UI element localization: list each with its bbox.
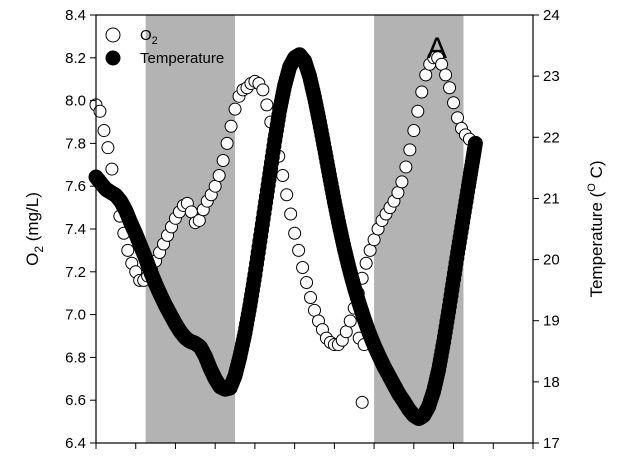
o2-point (419, 68, 433, 82)
left-axis-tick-label: 6.6 (65, 392, 86, 409)
o2-point (359, 256, 373, 270)
legend-temperature-label: Temperature (140, 50, 224, 67)
left-axis-title: O2 (mg/L) (23, 192, 46, 266)
right-axis-tick-label: 18 (543, 374, 560, 391)
legend: O2 Temperature (105, 27, 224, 67)
right-axis-tick-label: 20 (543, 252, 560, 269)
o2-point (260, 98, 274, 112)
left-axis-title-unit: (mg/L) (23, 192, 42, 246)
left-axis-tick-label: 7.4 (65, 221, 86, 238)
left-axis-tick-label: 8.0 (65, 93, 86, 110)
o2-point (296, 261, 310, 275)
o2-point (93, 104, 107, 118)
o2-point (284, 207, 298, 221)
o2-point (121, 243, 135, 257)
o2-point (395, 175, 409, 189)
panel-label: A (427, 32, 447, 65)
o2-point (439, 68, 453, 82)
o2-point (367, 233, 381, 247)
right-axis-tick-label: 17 (543, 435, 560, 452)
o2-point (399, 160, 413, 174)
right-axis-title-sup: O (586, 183, 598, 192)
temperature-point (467, 135, 483, 151)
o2-point (216, 154, 230, 168)
left-axis-tick-label: 7.6 (65, 178, 86, 195)
x-axis-ticks (95, 443, 534, 449)
o2-point (363, 243, 377, 257)
o2-point (343, 314, 357, 328)
o2-point (224, 119, 238, 133)
o2-point (403, 143, 417, 157)
left-axis-tick-label: 8.2 (65, 50, 86, 67)
o2-point (97, 124, 111, 138)
o2-point (192, 213, 206, 227)
legend-o2-marker (105, 27, 121, 43)
o2-point (411, 104, 425, 118)
o2-point (228, 102, 242, 116)
o2-point (208, 179, 222, 193)
o2-point (304, 290, 318, 304)
left-axis-tick-label: 6.8 (65, 349, 86, 366)
left-axis-tick-label: 7.8 (65, 135, 86, 152)
legend-o2-label-main: O (140, 27, 152, 44)
o2-point (355, 395, 369, 409)
right-axis-title-main: Temperature ( (587, 191, 606, 297)
o2-point (415, 85, 429, 99)
o2-point (101, 141, 115, 155)
left-axis-title-sub: 2 (32, 246, 46, 253)
o2-point (447, 96, 461, 110)
left-axis-tick-label: 6.4 (65, 435, 86, 452)
o2-point (220, 136, 234, 150)
right-axis-tick-label: 19 (543, 313, 560, 330)
o2-point (212, 169, 226, 182)
o2-point (276, 169, 290, 182)
o2-point (280, 188, 294, 202)
shaded-band-1 (145, 15, 236, 443)
o2-point (339, 325, 353, 339)
o2-point (300, 276, 314, 289)
legend-o2-label: O2 (140, 27, 158, 47)
right-axis-ticks: 17 18 19 20 21 22 23 24 (533, 7, 560, 452)
left-axis-title-main: O (23, 253, 42, 266)
right-axis-tick-label: 23 (543, 68, 560, 85)
o2-point (451, 111, 465, 125)
o2-point (288, 226, 302, 240)
o2-point (391, 186, 405, 200)
right-axis-tick-label: 22 (543, 129, 560, 146)
left-axis-tick-label: 8.4 (65, 7, 86, 24)
right-axis-title-unit: C) (587, 160, 606, 183)
left-axis-tick-label: 7.0 (65, 307, 86, 324)
right-axis-title: Temperature (O C) (586, 160, 606, 297)
o2-point (256, 83, 270, 97)
left-axis-tick-label: 7.2 (65, 264, 86, 281)
right-axis-tick-label: 21 (543, 190, 560, 207)
o2-point (407, 124, 421, 138)
legend-o2-label-sub: 2 (152, 35, 158, 47)
temperature-series (88, 47, 483, 427)
o2-point (105, 162, 119, 176)
left-axis-ticks: 6.4 6.6 6.8 7.0 7.2 7.4 7.6 7.8 8.0 8.2 8.4 (65, 7, 96, 452)
legend-temperature-marker (105, 50, 121, 66)
right-axis-tick-label: 24 (543, 7, 560, 24)
o2-point (443, 81, 457, 95)
o2-point (308, 303, 321, 317)
o2-point (292, 243, 306, 257)
